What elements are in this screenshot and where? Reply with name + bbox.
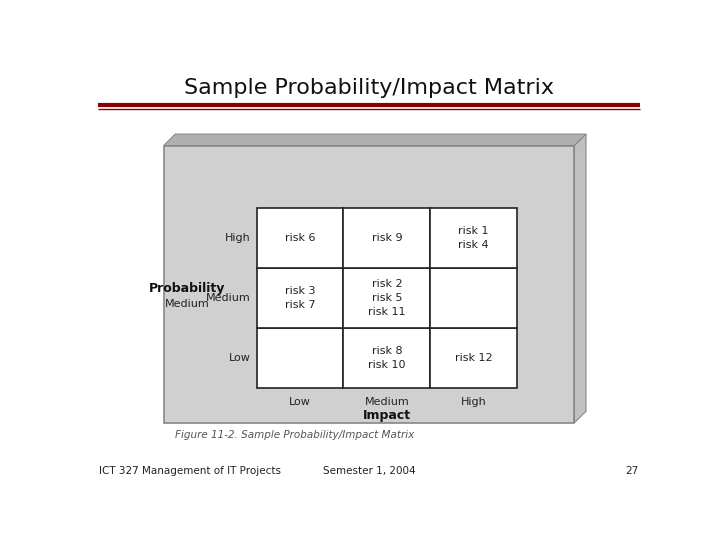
Text: risk 3
risk 7: risk 3 risk 7 [284,286,315,310]
Bar [256,328,343,388]
Text: risk 8
risk 10: risk 8 risk 10 [368,346,405,370]
Text: Medium: Medium [164,299,210,309]
Text: risk 9: risk 9 [372,233,402,243]
Text: risk 12: risk 12 [455,353,492,363]
Text: Low: Low [228,353,251,363]
Bar [343,328,431,388]
Text: Probability: Probability [149,282,225,295]
Text: Medium: Medium [364,397,409,407]
Text: Sample Probability/Impact Matrix: Sample Probability/Impact Matrix [184,78,554,98]
Text: risk 2
risk 5
risk 11: risk 2 risk 5 risk 11 [368,279,405,317]
Bar [431,208,517,268]
Text: Figure 11-2. Sample Probability/Impact Matrix: Figure 11-2. Sample Probability/Impact M… [175,430,415,440]
Text: Semester 1, 2004: Semester 1, 2004 [323,467,415,476]
Polygon shape [163,134,586,146]
Bar [163,146,575,423]
Text: High: High [461,397,487,407]
Text: Low: Low [289,397,311,407]
Polygon shape [575,134,586,423]
Bar [343,208,431,268]
Text: risk 1
risk 4: risk 1 risk 4 [459,226,489,250]
Text: 27: 27 [626,467,639,476]
Text: risk 6: risk 6 [285,233,315,243]
Text: Impact: Impact [363,409,411,422]
Bar [431,268,517,328]
Bar [256,208,343,268]
Bar [431,328,517,388]
Bar [343,268,431,328]
Bar [256,268,343,328]
Text: ICT 327 Management of IT Projects: ICT 327 Management of IT Projects [99,467,282,476]
Text: High: High [225,233,251,243]
Text: Medium: Medium [206,293,251,303]
